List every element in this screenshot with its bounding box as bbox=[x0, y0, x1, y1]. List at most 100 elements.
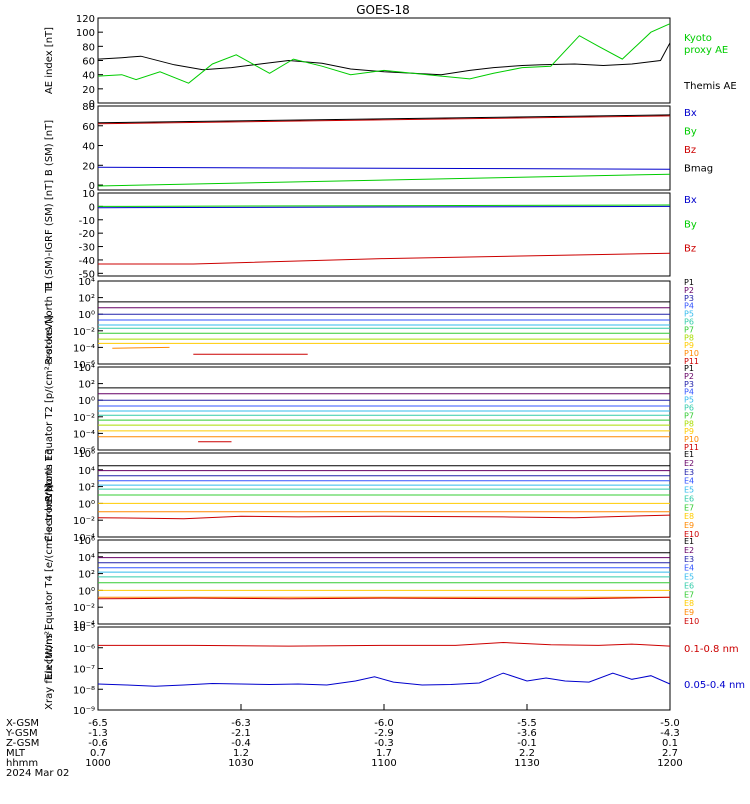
x-row-value: 1200 bbox=[657, 758, 682, 769]
legend-label: P6 bbox=[684, 318, 694, 327]
y-axis-label: Electrons North T3 bbox=[44, 448, 55, 541]
legend-label: By bbox=[684, 127, 697, 138]
legend-label: Themis AE bbox=[683, 81, 737, 92]
x-row-value: 1000 bbox=[85, 758, 110, 769]
legend-label: E1 bbox=[684, 450, 694, 459]
legend-label: Bx bbox=[684, 195, 697, 206]
series-line bbox=[97, 42, 671, 76]
y-tick-label: 10² bbox=[78, 483, 95, 494]
y-tick-label: 100 bbox=[76, 28, 95, 39]
date-label: 2024 Mar 02 bbox=[6, 768, 69, 779]
y-tick-label: 10⁻⁴ bbox=[73, 620, 95, 631]
series-line bbox=[97, 115, 671, 125]
panel-frame bbox=[97, 17, 671, 104]
panel-7: 10⁻⁴ 10⁻² 10⁰ 10² 10⁴ 10⁶ Electrons Equator T4… bbox=[44, 484, 699, 679]
legend-label: E4 bbox=[684, 477, 694, 486]
y-tick-label: 10⁴ bbox=[78, 553, 95, 564]
x-row-value: 0.1 bbox=[662, 738, 678, 749]
y-tick-label: 10⁻⁶ bbox=[73, 644, 95, 655]
legend-label: P5 bbox=[684, 396, 694, 405]
y-tick-label: 40 bbox=[82, 71, 95, 82]
legend-label: P3 bbox=[684, 380, 694, 389]
y-tick-label: 20 bbox=[82, 161, 95, 172]
legend-label: E3 bbox=[684, 468, 694, 477]
x-row-value: -5.5 bbox=[517, 718, 537, 729]
legend-label: E9 bbox=[684, 608, 694, 617]
y-tick-label: 10⁴ bbox=[78, 277, 95, 288]
legend-label: P8 bbox=[684, 419, 694, 428]
x-row-value: 2.7 bbox=[662, 748, 678, 759]
x-row-value: -4.3 bbox=[660, 728, 680, 739]
legend-label: By bbox=[684, 219, 697, 230]
legend-label: E4 bbox=[684, 564, 694, 573]
y-tick-label: 80 bbox=[82, 102, 95, 113]
y-axis-label: B (SM) [nT] bbox=[44, 120, 55, 176]
y-tick-label: 10⁴ bbox=[78, 363, 95, 374]
y-tick-label: 10⁻⁸ bbox=[73, 685, 95, 696]
legend-label: E10 bbox=[684, 530, 699, 539]
panel-frame bbox=[97, 105, 671, 191]
panel-1: 0 20 40 60 80 100 120 AE index [nT] Themis AE Kyo… bbox=[44, 14, 737, 110]
x-row-value: -2.1 bbox=[231, 728, 251, 739]
panel-frame bbox=[97, 366, 671, 451]
y-tick-label: 10² bbox=[78, 380, 95, 391]
panel-8: 10⁻⁹ 10⁻⁸ 10⁻⁷ 10⁻⁶ 10⁻⁵ Xray flux [W/m²] 0.1-… bbox=[44, 623, 745, 717]
x-row-value: -6.0 bbox=[374, 718, 394, 729]
legend-label: E2 bbox=[684, 459, 694, 468]
legend-label: E10 bbox=[684, 617, 699, 626]
y-tick-label: 10⁻² bbox=[73, 603, 95, 614]
legend-label: Bz bbox=[684, 244, 696, 255]
legend-label: P9 bbox=[684, 427, 694, 436]
panel-5: 10⁻⁶ 10⁻⁴ 10⁻² 10⁰ 10² 10⁴ Protons Equator T2 … bbox=[44, 315, 699, 502]
series-line bbox=[97, 173, 671, 187]
y-tick-label: 0 bbox=[89, 99, 95, 110]
x-row-value: -5.0 bbox=[660, 718, 680, 729]
legend-label: P4 bbox=[684, 302, 694, 311]
y-tick-label: -40 bbox=[79, 256, 95, 267]
panel-frame bbox=[97, 539, 671, 625]
x-row-value: 0.7 bbox=[90, 748, 106, 759]
x-row-value: 1030 bbox=[228, 758, 253, 769]
y-tick-label: 10 bbox=[82, 189, 95, 200]
legend-label: E6 bbox=[684, 494, 694, 503]
y-tick-label: -20 bbox=[79, 229, 95, 240]
series-line bbox=[97, 23, 671, 84]
panel-frame bbox=[97, 280, 671, 365]
series-line bbox=[97, 596, 671, 600]
y-tick-label: 10⁰ bbox=[78, 586, 95, 597]
x-row-value: -1.3 bbox=[88, 728, 108, 739]
x-axis-table: X-GSM -6.5 -6.3 -6.0 -5.5 -5.0 Y-GSM -1.3 -2.1 -2… bbox=[5, 704, 683, 779]
x-row-value: -6.5 bbox=[88, 718, 108, 729]
y-tick-label: 40 bbox=[82, 142, 95, 153]
legend-label: E1 bbox=[684, 537, 694, 546]
y-tick-label: -30 bbox=[79, 243, 95, 254]
legend-label: P5 bbox=[684, 310, 694, 319]
legend-label: E7 bbox=[684, 503, 694, 512]
legend-label: Kyoto bbox=[684, 33, 712, 44]
series-line bbox=[97, 672, 671, 687]
legend-label: 0.1-0.8 nm bbox=[684, 644, 739, 655]
y-tick-label: 10⁶ bbox=[78, 449, 95, 460]
x-row-value: 1.7 bbox=[376, 748, 392, 759]
legend-label: P4 bbox=[684, 388, 694, 397]
x-row-value: -0.6 bbox=[88, 738, 108, 749]
y-tick-label: 10⁻² bbox=[73, 516, 95, 527]
y-tick-label: 10⁰ bbox=[78, 396, 95, 407]
legend-label: E7 bbox=[684, 590, 694, 599]
legend-label: P11 bbox=[684, 443, 699, 452]
y-tick-label: 60 bbox=[82, 57, 95, 68]
series-line bbox=[97, 166, 671, 170]
legend-label: P6 bbox=[684, 404, 694, 413]
legend-label: Bz bbox=[684, 145, 696, 156]
legend-label: Bmag bbox=[684, 164, 713, 175]
series-line bbox=[97, 114, 671, 124]
x-row-value: 1130 bbox=[514, 758, 539, 769]
legend-label: 0.05-0.4 nm bbox=[684, 680, 745, 691]
x-row-value: -6.3 bbox=[231, 718, 251, 729]
y-tick-label: 10⁻⁶ bbox=[73, 360, 95, 371]
